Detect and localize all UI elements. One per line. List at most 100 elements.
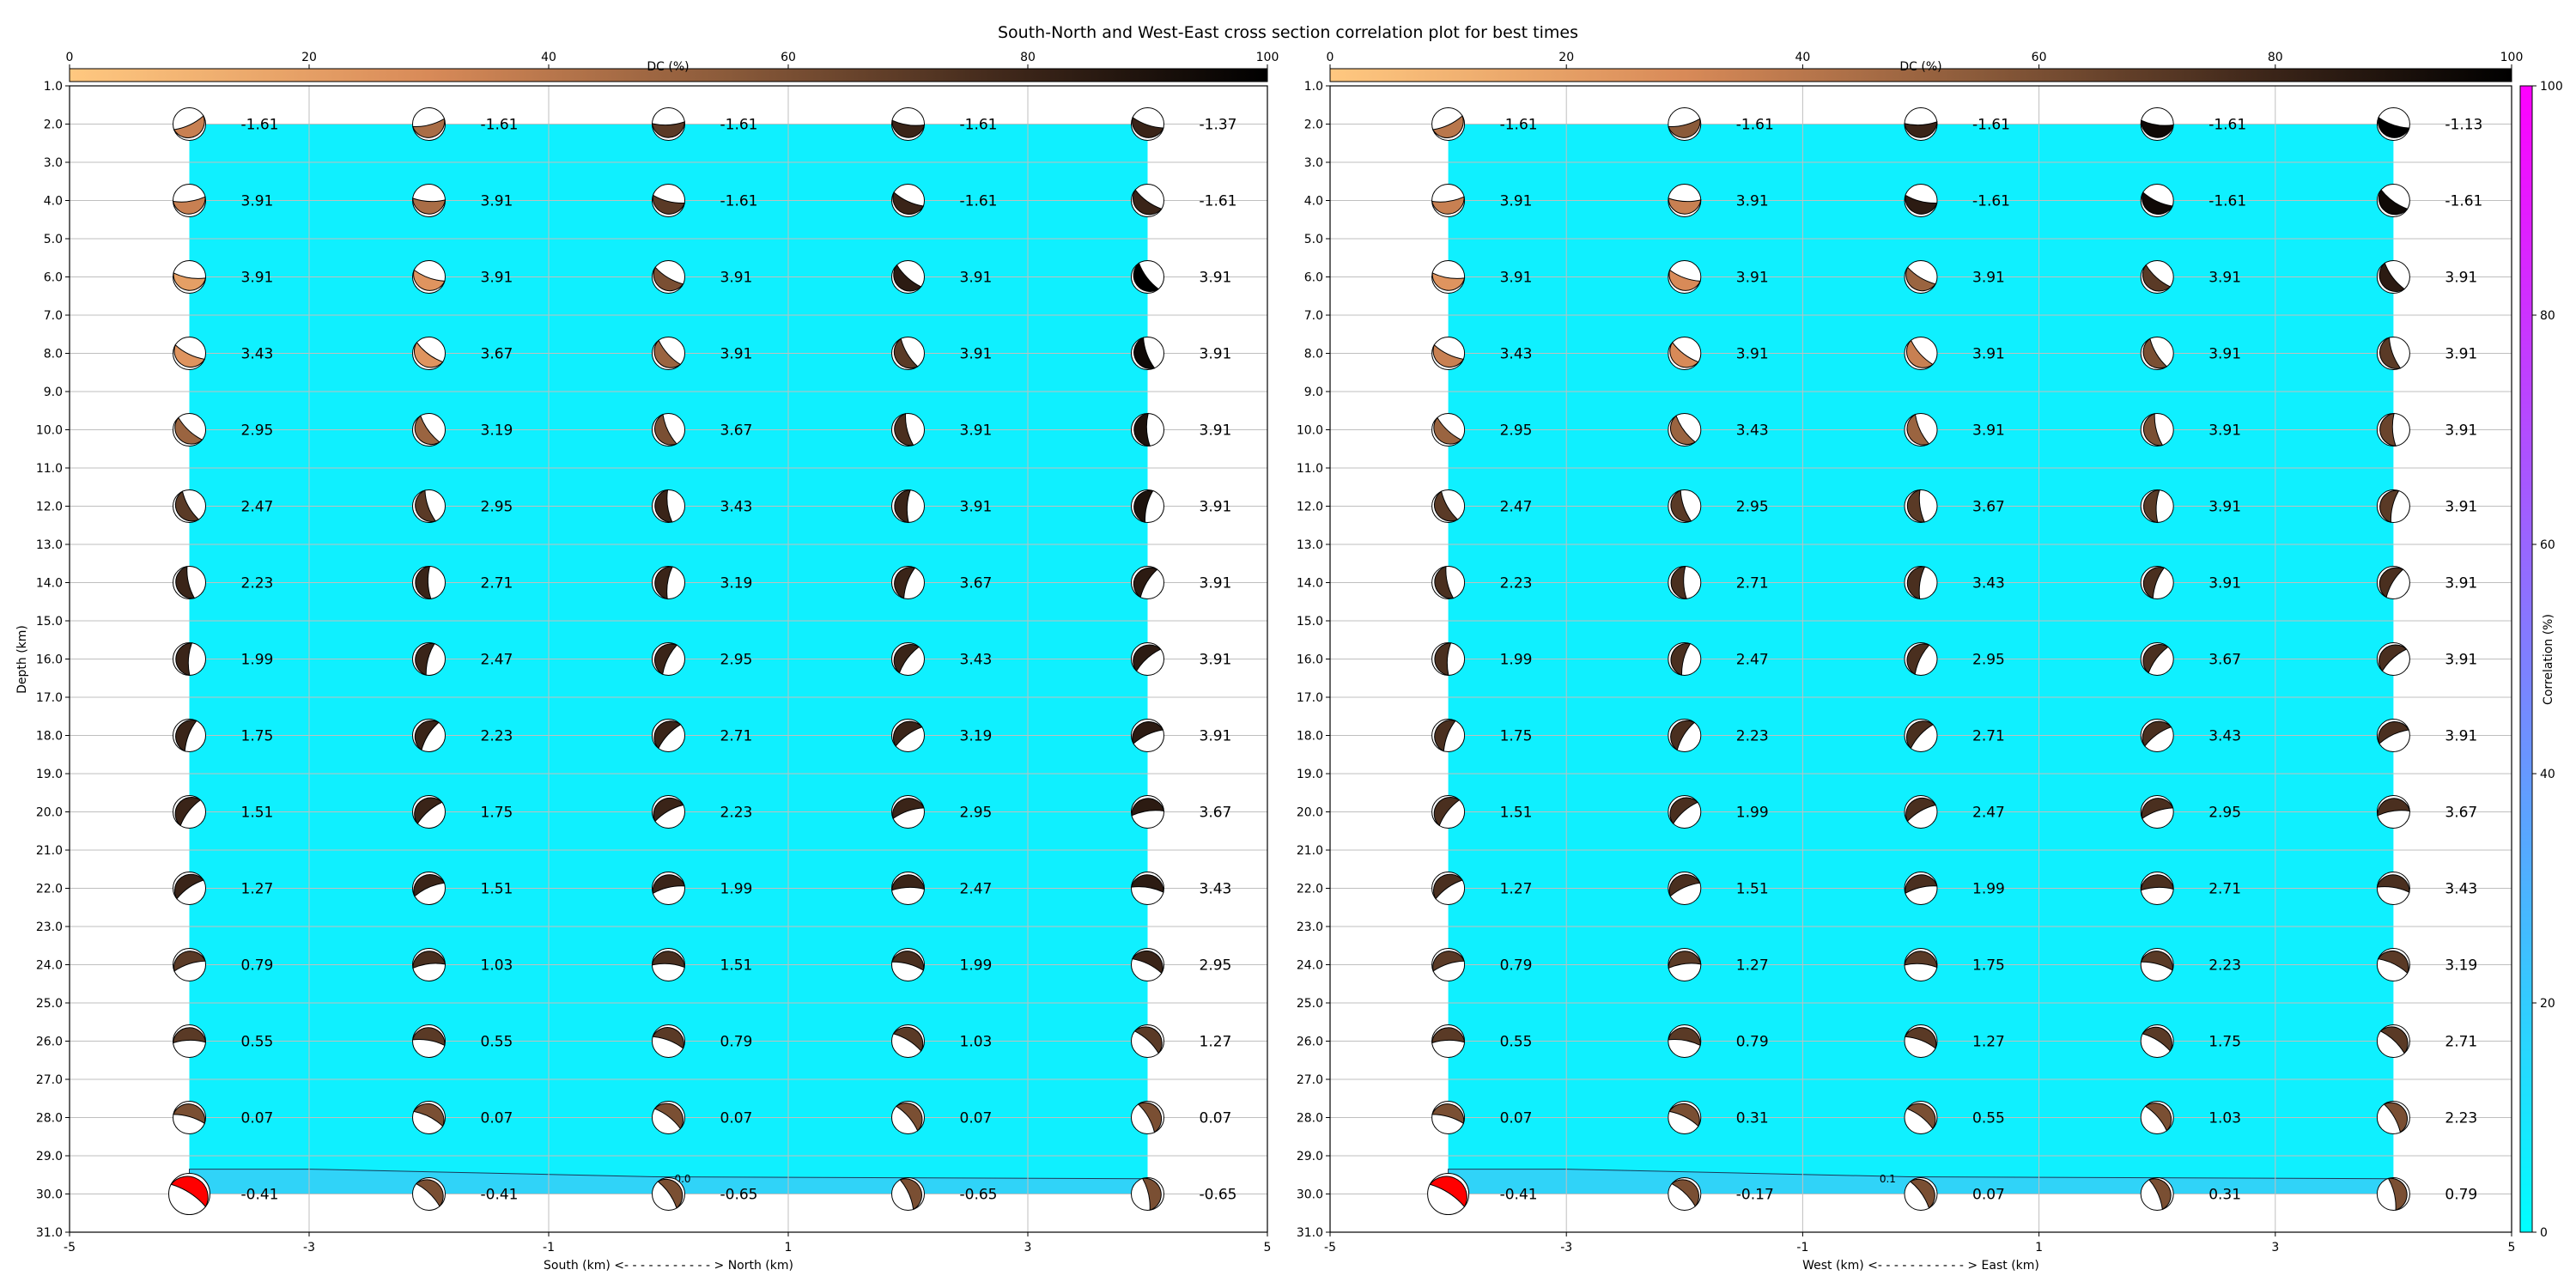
focal-mechanism [1904, 872, 1938, 905]
time-label: -1.61 [1736, 117, 1774, 134]
beachball-compressional-quadrant [2142, 413, 2164, 447]
focal-mechanism [1131, 948, 1164, 981]
time-label: 2.95 [481, 499, 513, 516]
dc-tick-label: 60 [2032, 51, 2047, 64]
correlation-tick-label: 20 [2540, 997, 2555, 1011]
focal-mechanism [1131, 1177, 1164, 1212]
beachball-compressional-quadrant [1670, 642, 1692, 676]
focal-mechanism [173, 719, 206, 752]
focal-mechanism [1131, 260, 1164, 294]
beachball-compressional-quadrant [1131, 798, 1165, 817]
focal-mechanism [412, 107, 446, 141]
focal-mechanism [652, 1177, 685, 1211]
time-label: -0.17 [1736, 1187, 1774, 1204]
time-label: 3.43 [960, 652, 993, 669]
beachball-compressional-quadrant [1132, 116, 1164, 138]
time-label: 2.47 [1500, 499, 1533, 516]
focal-mechanism [891, 642, 925, 676]
beachball-compressional-quadrant [893, 264, 922, 292]
beachball-compressional-quadrant [2378, 189, 2409, 216]
beachball-compressional-quadrant [1906, 566, 1926, 600]
time-label: 0.55 [241, 1034, 274, 1051]
time-label: -1.61 [960, 193, 998, 210]
time-label: 3.91 [1200, 346, 1232, 363]
y-tick-label: 10.0 [1297, 424, 1323, 438]
time-label: 3.91 [960, 346, 993, 363]
time-label: 3.91 [241, 270, 274, 287]
focal-mechanism [1904, 1024, 1938, 1058]
beachball-compressional-quadrant [1431, 1027, 1466, 1044]
beachball-compressional-quadrant [1670, 565, 1687, 599]
beachball-compressional-quadrant [652, 1027, 684, 1049]
time-label: 1.27 [1972, 1034, 2005, 1051]
dc-tick-label: 100 [2500, 51, 2524, 64]
y-tick-label: 1.0 [44, 80, 63, 94]
time-label: 2.71 [1972, 728, 2005, 745]
time-label: 3.91 [2208, 575, 2241, 592]
time-label: 2.23 [720, 805, 753, 822]
focal-mechanism [2376, 107, 2410, 141]
y-tick-label: 25.0 [1297, 997, 1323, 1011]
beachball-compressional-quadrant [2140, 951, 2173, 971]
beachball-compressional-quadrant [174, 490, 200, 522]
beachball-compressional-quadrant [1905, 339, 1934, 368]
y-tick-label: 12.0 [36, 501, 63, 514]
focal-mechanism [652, 1024, 685, 1058]
beachball-compressional-quadrant [2141, 119, 2174, 138]
focal-mechanism [1431, 107, 1466, 141]
x-tick-label: -3 [1560, 1241, 1572, 1255]
x-axis-label: West (km) <- - - - - - - - - - - > East … [1802, 1259, 2039, 1273]
y-tick-label: 23.0 [1297, 920, 1323, 934]
focal-mechanism [1131, 489, 1164, 523]
focal-mechanism [2376, 948, 2410, 981]
beachball-compressional-quadrant [892, 1026, 924, 1052]
time-label: 3.91 [1736, 193, 1769, 210]
focal-mechanism [2140, 719, 2174, 752]
time-label: 3.67 [481, 346, 513, 363]
focal-mechanism [2140, 260, 2174, 294]
time-label: 1.27 [241, 881, 274, 898]
y-tick-label: 19.0 [36, 768, 63, 781]
beachball-compressional-quadrant [413, 269, 446, 291]
beachball-compressional-quadrant [1904, 1027, 1937, 1049]
x-tick-label: 3 [1024, 1241, 1032, 1255]
beachball-compressional-quadrant [2142, 337, 2168, 369]
time-label: 3.43 [2445, 881, 2477, 898]
focal-mechanism [173, 1024, 207, 1058]
focal-mechanism [1904, 719, 1938, 752]
focal-mechanism [652, 795, 685, 829]
time-label: -0.65 [720, 1187, 758, 1204]
focal-mechanism [2140, 872, 2174, 905]
focal-mechanism [2376, 1177, 2410, 1212]
time-label: -1.61 [1500, 117, 1538, 134]
beachball-compressional-quadrant [1133, 262, 1160, 293]
y-tick-label: 27.0 [36, 1073, 63, 1087]
beachball-compressional-quadrant [2140, 874, 2174, 891]
focal-mechanism [1904, 642, 1938, 676]
focal-mechanism [1904, 413, 1938, 447]
x-tick-label: 5 [2508, 1241, 2516, 1255]
time-label: 3.91 [960, 270, 993, 287]
y-tick-label: 6.0 [44, 271, 63, 285]
dc-tick-label: 40 [1795, 51, 1810, 64]
focal-mechanism [1131, 642, 1164, 676]
time-label: 2.71 [2208, 881, 2241, 898]
time-label: -1.61 [720, 193, 758, 210]
focal-mechanism [1668, 795, 1702, 829]
correlation-tick-label: 100 [2540, 80, 2563, 94]
beachball-compressional-quadrant [174, 797, 202, 827]
time-label: 3.67 [2208, 652, 2241, 669]
time-label: 1.27 [1200, 1034, 1232, 1051]
beachball-compressional-quadrant [2378, 721, 2410, 744]
time-label: 3.91 [1736, 270, 1769, 287]
beachball-compressional-quadrant [1434, 720, 1456, 752]
time-label: 0.07 [1972, 1187, 2005, 1204]
beachball-compressional-quadrant [652, 874, 686, 895]
time-label: 1.03 [960, 1034, 993, 1051]
y-tick-label: 8.0 [1304, 348, 1323, 361]
contour-label: 0.1 [1880, 1173, 1896, 1185]
time-label: 2.47 [1736, 652, 1769, 669]
y-tick-label: 24.0 [1297, 959, 1323, 973]
time-label: 3.91 [2208, 422, 2241, 440]
y-tick-label: 18.0 [1297, 730, 1323, 744]
